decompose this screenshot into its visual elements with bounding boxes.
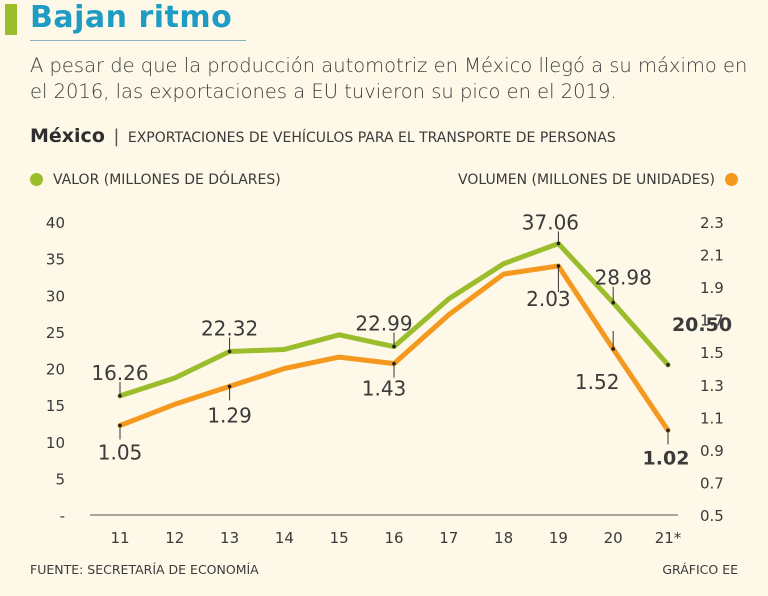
volumen-data-label: 1.05 bbox=[98, 440, 143, 464]
x-axis-tick-label: 11 bbox=[110, 529, 129, 547]
right-axis-tick-label: 0.9 bbox=[700, 442, 724, 460]
x-axis-tick-label: 16 bbox=[384, 529, 403, 547]
volumen-data-label: 2.03 bbox=[526, 287, 571, 311]
data-point-marker bbox=[227, 384, 232, 389]
data-point-marker bbox=[611, 300, 615, 305]
page-title: Bajan ritmo bbox=[30, 0, 233, 35]
x-axis-tick-label: 15 bbox=[330, 529, 349, 547]
x-axis-tick-label: 12 bbox=[165, 529, 184, 547]
valor-data-label: 28.98 bbox=[595, 266, 652, 290]
legend-volumen-dot bbox=[725, 173, 738, 186]
data-point-marker bbox=[666, 428, 670, 433]
data-point-marker bbox=[227, 349, 232, 354]
subtitle: A pesar de que la producción automotriz … bbox=[30, 54, 748, 103]
x-axis-tick-label: 20 bbox=[604, 529, 623, 547]
x-axis-tick-label: 13 bbox=[220, 529, 239, 547]
valor-data-label: 37.06 bbox=[522, 211, 579, 235]
data-point-marker bbox=[118, 423, 122, 428]
left-axis-tick-label: 40 bbox=[46, 214, 65, 232]
country-label: México bbox=[30, 125, 105, 147]
data-point-marker bbox=[556, 264, 561, 268]
valor-data-label: 22.32 bbox=[201, 317, 258, 341]
right-axis-tick-label: 2.1 bbox=[700, 247, 724, 265]
x-axis-tick-label: 19 bbox=[549, 529, 568, 547]
legend-valor-dot bbox=[30, 173, 43, 186]
section-heading: México | EXPORTACIONES DE VEHÍCULOS PARA… bbox=[30, 125, 616, 147]
data-point-marker bbox=[556, 241, 561, 246]
right-axis-tick-label: 1.9 bbox=[700, 279, 724, 297]
valor-data-label: 22.99 bbox=[355, 312, 412, 336]
volumen-data-label: 1.43 bbox=[362, 377, 407, 401]
x-axis-tick-label: 21* bbox=[655, 529, 682, 547]
left-axis-tick-label: 25 bbox=[46, 324, 65, 342]
left-axis-tick-label: - bbox=[60, 507, 65, 525]
data-point-marker bbox=[392, 344, 396, 349]
source-note: FUENTE: SECRETARÍA DE ECONOMÍA bbox=[30, 562, 259, 577]
right-axis-tick-label: 1.1 bbox=[700, 409, 724, 427]
left-axis-tick-label: 10 bbox=[46, 434, 65, 452]
title-accent-bar bbox=[5, 4, 17, 35]
valor-data-label: 16.26 bbox=[91, 361, 148, 385]
data-point-marker bbox=[611, 347, 615, 351]
legend-valor-label: VALOR (MILLONES DE DÓLARES) bbox=[53, 172, 281, 188]
right-axis-tick-label: 1.5 bbox=[700, 344, 724, 362]
x-axis-tick-label: 17 bbox=[439, 529, 458, 547]
legend-volumen: VOLUMEN (MILLONES DE UNIDADES) bbox=[458, 172, 738, 188]
data-point-marker bbox=[118, 394, 122, 398]
left-axis-tick-label: 5 bbox=[55, 470, 65, 488]
volumen-data-label: 1.52 bbox=[575, 370, 620, 394]
title-underline bbox=[30, 40, 246, 41]
data-point-marker bbox=[392, 361, 396, 366]
left-axis-tick-label: 30 bbox=[46, 287, 65, 305]
right-axis-tick-label: 1.7 bbox=[700, 312, 724, 330]
section-description: EXPORTACIONES DE VEHÍCULOS PARA EL TRANS… bbox=[127, 130, 616, 146]
data-point-marker bbox=[666, 363, 670, 367]
legend-volumen-label: VOLUMEN (MILLONES DE UNIDADES) bbox=[457, 172, 715, 188]
right-axis-tick-label: 0.5 bbox=[700, 507, 724, 525]
x-axis-tick-label: 18 bbox=[494, 529, 513, 547]
left-axis-tick-label: 35 bbox=[46, 251, 65, 269]
right-axis-tick-label: 2.3 bbox=[700, 214, 724, 232]
valor-data-label: 20.50 bbox=[672, 314, 732, 336]
volumen-data-label: 1.02 bbox=[643, 447, 690, 469]
section-separator: | bbox=[113, 126, 120, 147]
legend-valor: VALOR (MILLONES DE DÓLARES) bbox=[30, 172, 281, 188]
x-axis-tick-label: 14 bbox=[275, 529, 294, 547]
right-axis-tick-label: 0.7 bbox=[700, 474, 724, 492]
left-axis-tick-label: 15 bbox=[46, 397, 65, 415]
left-axis-tick-label: 20 bbox=[46, 361, 65, 379]
graphic-credit: GRÁFICO EE bbox=[662, 562, 738, 577]
right-axis-tick-label: 1.3 bbox=[700, 377, 724, 395]
volumen-data-label: 1.29 bbox=[207, 403, 252, 427]
